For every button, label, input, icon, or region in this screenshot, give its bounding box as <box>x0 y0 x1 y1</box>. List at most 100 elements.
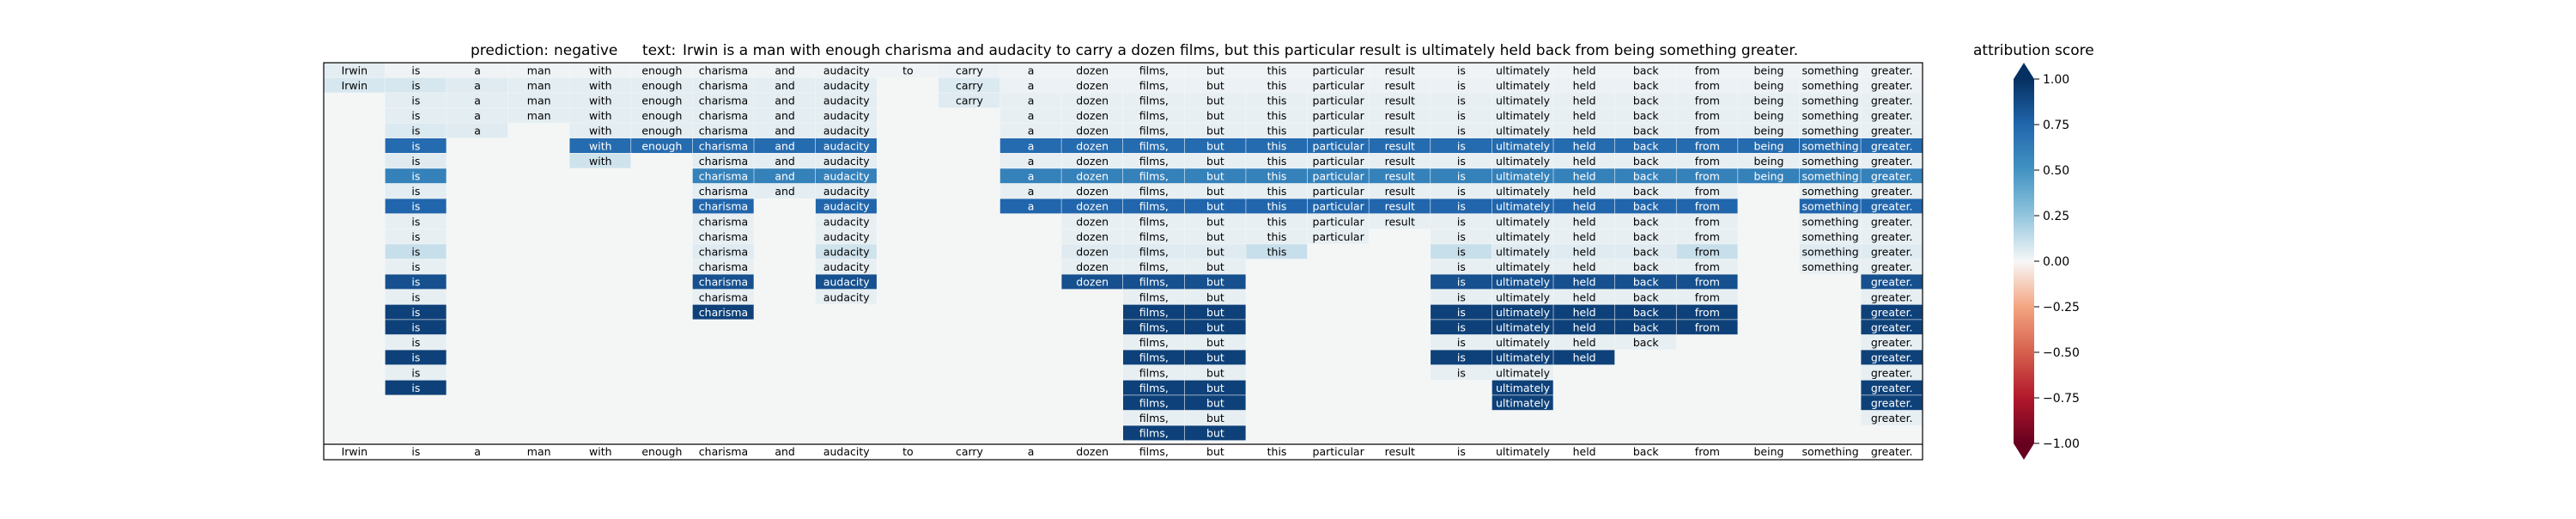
heatmap-cell <box>1184 63 1246 77</box>
heatmap-cell <box>324 77 386 93</box>
heatmap-cell <box>1492 274 1553 290</box>
heatmap-cell-label: and <box>775 185 795 198</box>
heatmap-cell-label: is <box>411 306 420 319</box>
heatmap-cell-label: is <box>411 64 420 76</box>
heatmap-cell-label: this <box>1267 139 1287 152</box>
heatmap-cell-label: back <box>1633 336 1659 349</box>
heatmap-cell <box>1553 168 1615 184</box>
chart-header: prediction: negative text: Irwin is a ma… <box>471 42 1798 59</box>
bottom-token-label: result <box>1385 445 1415 458</box>
heatmap-cell <box>1123 77 1185 93</box>
heatmap-cell <box>754 77 816 93</box>
heatmap-cell <box>324 63 386 77</box>
heatmap-cell-label: films, <box>1139 230 1169 243</box>
heatmap-cell <box>999 198 1061 214</box>
heatmap-cell-label: result <box>1385 109 1415 122</box>
heatmap-cell-label: is <box>1457 230 1466 243</box>
heatmap-cell <box>1246 229 1308 244</box>
heatmap-cell-label: films, <box>1139 95 1169 107</box>
heatmap-cell <box>1492 244 1553 260</box>
bottom-token-label: a <box>1028 445 1035 458</box>
heatmap-cell-label: result <box>1385 155 1415 168</box>
heatmap-cell <box>1431 334 1492 350</box>
heatmap-cell-label: something <box>1801 109 1858 122</box>
heatmap-cell <box>754 153 816 168</box>
heatmap-cell <box>1492 350 1553 365</box>
heatmap-cell <box>1676 229 1738 244</box>
heatmap-cell <box>692 183 754 198</box>
heatmap-cell-label: dozen <box>1076 170 1109 183</box>
heatmap-cell-label: held <box>1573 155 1596 168</box>
heatmap-cell <box>1184 334 1246 350</box>
heatmap-cell-label: from <box>1695 79 1720 92</box>
heatmap-cell <box>1861 380 1923 395</box>
heatmap-cell <box>1861 334 1923 350</box>
heatmap-cell-label: particular <box>1313 79 1365 92</box>
heatmap-cell-label: greater. <box>1871 170 1913 183</box>
heatmap-cell-label: charisma <box>699 230 748 243</box>
heatmap-cell <box>692 259 754 274</box>
heatmap-cell-label: held <box>1573 215 1596 228</box>
heatmap-cell <box>1614 183 1676 198</box>
heatmap-cell <box>1061 123 1123 138</box>
heatmap-cell-label: is <box>1457 125 1466 137</box>
heatmap-cell <box>1861 123 1923 138</box>
heatmap-cell-label: is <box>1457 321 1466 334</box>
heatmap-cell <box>1123 229 1185 244</box>
heatmap-cell <box>1738 93 1800 108</box>
heatmap-cell-label: ultimately <box>1496 321 1551 334</box>
heatmap-cell <box>877 63 939 77</box>
heatmap-cell <box>385 168 447 184</box>
heatmap-cell-label: charisma <box>699 215 748 228</box>
heatmap-cell-label: is <box>1457 260 1466 273</box>
heatmap-cell <box>1369 153 1431 168</box>
heatmap-cell-label: ultimately <box>1496 260 1551 273</box>
heatmap-cell-label: but <box>1206 185 1224 198</box>
heatmap-cell <box>569 123 631 138</box>
heatmap-cell-label: audacity <box>823 200 870 213</box>
bottom-token-label: back <box>1633 445 1659 458</box>
heatmap-cell <box>1246 244 1308 260</box>
heatmap-cell-label: back <box>1633 155 1659 168</box>
heatmap-cell <box>1738 168 1800 184</box>
heatmap-cell <box>1614 77 1676 93</box>
heatmap-cell-label: dozen <box>1076 79 1109 92</box>
heatmap-cell <box>1123 304 1185 320</box>
heatmap-cell-label: held <box>1573 64 1596 76</box>
heatmap-cell <box>1492 107 1553 123</box>
heatmap-cell-label: held <box>1573 290 1596 303</box>
heatmap-cell <box>1492 183 1553 198</box>
heatmap-cell <box>1799 63 1861 77</box>
heatmap-cell-label: dozen <box>1076 215 1109 228</box>
heatmap-cell-label: charisma <box>699 260 748 273</box>
heatmap-cell-label: this <box>1267 64 1287 76</box>
heatmap-cell-label: films, <box>1139 200 1169 213</box>
heatmap-cell <box>815 63 877 77</box>
heatmap-cell-label: is <box>411 276 420 289</box>
heatmap-cell-label: something <box>1801 155 1858 168</box>
heatmap-cell <box>1184 380 1246 395</box>
heatmap-cell <box>692 138 754 153</box>
heatmap-cell <box>999 123 1061 138</box>
heatmap-cell <box>1184 395 1246 411</box>
heatmap-cell <box>1676 183 1738 198</box>
heatmap-cell-label: back <box>1633 290 1659 303</box>
heatmap-cell <box>692 290 754 304</box>
heatmap-cell <box>999 183 1061 198</box>
heatmap-cell <box>385 244 447 260</box>
heatmap-cell-label: audacity <box>823 276 870 289</box>
heatmap-cell-label: greater. <box>1871 246 1913 259</box>
bottom-token-label: dozen <box>1076 445 1109 458</box>
heatmap-cell <box>1614 259 1676 274</box>
heatmap-cell <box>1553 259 1615 274</box>
heatmap-cell <box>385 229 447 244</box>
text-label: text: <box>642 42 676 59</box>
heatmap-cell <box>1307 138 1369 153</box>
heatmap-cell <box>385 259 447 274</box>
heatmap-cell-label: charisma <box>699 306 748 319</box>
heatmap-cell <box>1738 63 1800 77</box>
heatmap-cell-label: this <box>1267 155 1287 168</box>
heatmap-cell-label: charisma <box>699 109 748 122</box>
heatmap-cell <box>1799 77 1861 93</box>
heatmap-cell-label: greater. <box>1871 64 1913 76</box>
